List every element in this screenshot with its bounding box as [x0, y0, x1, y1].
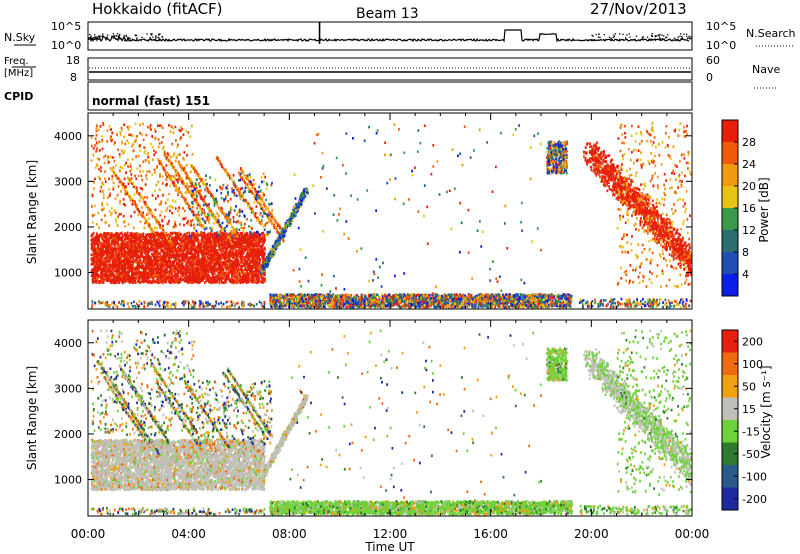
power-colorbar-label: Power [dB] [757, 177, 771, 242]
x-tick-label: 12:00 [373, 527, 408, 541]
y-tick-label: 3000 [54, 382, 82, 395]
cpid-text: normal (fast) 151 [92, 94, 210, 108]
y-tick-label: 1000 [54, 267, 82, 280]
station-title: Hokkaido (fitACF) [92, 0, 223, 18]
velocity-ylabel: Slant Range [km] [25, 366, 39, 470]
freq-tick-high: 18 [66, 54, 80, 67]
colorbar-segment [722, 120, 738, 142]
power-panel: 1000 2000 3000 4000 Slant Range [km] [25, 113, 692, 309]
y-tick-label: 4000 [54, 337, 82, 350]
cpid-label: CPID [4, 90, 33, 103]
nsky-trace [89, 30, 689, 41]
y-tick-label: 1000 [54, 474, 82, 487]
colorbar-segment [722, 274, 738, 296]
nsearch-tick-high: 10^5 [706, 20, 736, 33]
freq-tick-low: 8 [70, 71, 77, 84]
colorbar-segment [722, 208, 738, 230]
nsearch-tick-low: 10^0 [706, 39, 736, 52]
velocity-colorbar-label: Velocity [m s⁻¹] [759, 365, 773, 458]
colorbar-tick-label: 50 [742, 380, 756, 393]
nave-label: Nave [752, 63, 780, 76]
x-tick-labels: 00:00 04:00 08:00 12:00 16:00 20:00 00:00 [71, 527, 710, 541]
colorbar-tick-label: -200 [742, 493, 767, 506]
colorbar-tick-label: 28 [742, 136, 756, 149]
colorbar-tick-label: 8 [742, 246, 749, 259]
freq-label: Freq. [4, 56, 29, 67]
freq-unit: [MHz] [4, 68, 33, 79]
nsky-label: N.Sky [4, 31, 36, 44]
colorbar-tick-label: 200 [742, 335, 763, 348]
x-tick-label: 08:00 [272, 527, 307, 541]
power-colorbar: 28 24 20 16 12 8 4 [722, 120, 756, 296]
colorbar-segment [722, 164, 738, 186]
velocity-panel: 1000 2000 3000 4000 Slant Range [km] [25, 320, 692, 516]
colorbar-segment [722, 252, 738, 274]
colorbar-tick-label: 20 [742, 180, 756, 193]
freq-panel: Freq. [MHz] 18 8 60 0 Nave [4, 54, 780, 88]
nsearch-dots [89, 22, 692, 44]
colorbar-tick-label: 16 [742, 202, 756, 215]
y-tick-label: 4000 [54, 130, 82, 143]
date-label: 27/Nov/2013 [590, 0, 687, 18]
power-ylabel: Slant Range [km] [25, 160, 39, 264]
colorbar-segment [722, 230, 738, 252]
cpid-panel: CPID normal (fast) 151 [4, 82, 692, 110]
colorbar-tick-label: -100 [742, 470, 767, 483]
beam-label: Beam 13 [356, 6, 419, 22]
colorbar-segment [722, 186, 738, 208]
y-tick-label: 2000 [54, 221, 82, 234]
colorbar-tick-label: -15 [742, 425, 760, 438]
radar-summary-plot: Hokkaido (fitACF) Beam 13 27/Nov/2013 N.… [0, 0, 800, 554]
nsky-tick-low: 10^0 [51, 39, 81, 52]
x-tick-label: 04:00 [171, 527, 206, 541]
x-tick-label: 20:00 [574, 527, 609, 541]
colorbar-tick-label: -50 [742, 448, 760, 461]
nsky-panel: N.Sky 10^5 10^0 10^5 10^0 N.Search [4, 20, 796, 52]
x-tick-label: 16:00 [473, 527, 508, 541]
colorbar-segment [722, 142, 738, 164]
x-tick-label: 00:00 [71, 527, 106, 541]
nsearch-label: N.Search [746, 27, 796, 40]
y-tick-label: 2000 [54, 428, 82, 441]
y-tick-label: 3000 [54, 175, 82, 188]
x-tick-label: 00:00 [675, 527, 710, 541]
colorbar-tick-label: 12 [742, 224, 756, 237]
colorbar-tick-label: 15 [742, 403, 756, 416]
nave-tick-high: 60 [706, 54, 720, 67]
nave-tick-low: 0 [706, 71, 713, 84]
colorbar-tick-label: 4 [742, 268, 749, 281]
x-axis-label: Time UT [364, 540, 415, 554]
nsky-tick-high: 10^5 [51, 20, 81, 33]
colorbar-tick-label: 24 [742, 158, 756, 171]
